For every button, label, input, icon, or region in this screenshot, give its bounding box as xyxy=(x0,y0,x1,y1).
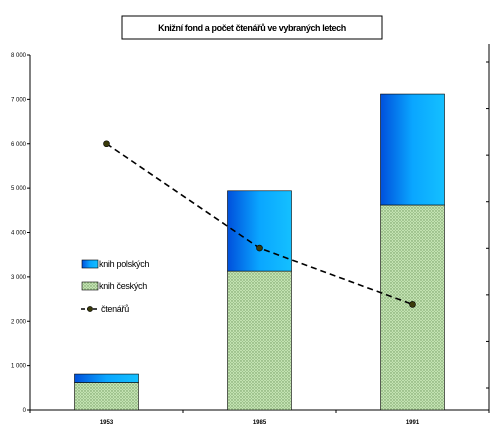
legend: knih polských knih českých čtenářů xyxy=(81,259,150,314)
x-tick-label: 1985 xyxy=(253,420,267,426)
legend-label-polish: knih polských xyxy=(99,259,149,269)
y-axis: 0 1 000 2 000 3 000 4 000 5 000 6 000 7 000 8 00… xyxy=(11,53,31,414)
x-axis: 1953 1985 1991 xyxy=(29,409,490,426)
y-tick-label: 6 000 xyxy=(11,142,27,148)
bars xyxy=(74,93,445,411)
legend-swatch-czech xyxy=(81,281,99,291)
legend-swatch-polish xyxy=(81,259,99,269)
chart-title-box xyxy=(121,15,383,40)
y-tick-label: 1 000 xyxy=(11,364,27,370)
readers-point xyxy=(409,301,416,308)
legend-item-readers: čtenářů xyxy=(81,304,130,314)
readers-point xyxy=(256,244,263,252)
reader-series xyxy=(103,140,416,308)
x-tick-label: 1991 xyxy=(406,420,420,426)
readers-point xyxy=(103,140,110,148)
legend-item-czech: knih českých xyxy=(81,281,148,291)
bar-polish-books xyxy=(380,93,445,206)
right-axis xyxy=(486,44,490,410)
chart-title: Knižní fond a počet čtenářů ve vybraných… xyxy=(158,23,346,33)
y-tick-label: 7 000 xyxy=(11,97,27,103)
y-tick-label: 5 000 xyxy=(11,186,27,192)
y-tick-label: 3 000 xyxy=(11,275,27,281)
bar-czech-books xyxy=(227,270,292,411)
legend-label-readers: čtenářů xyxy=(101,304,129,314)
y-tick-label: 2 000 xyxy=(11,319,27,325)
legend-item-polish: knih polských xyxy=(81,259,150,269)
y-tick-label: 4 000 xyxy=(11,231,27,237)
legend-marker-readers xyxy=(87,306,93,312)
bar-polish-books xyxy=(227,190,292,272)
x-tick-label: 1953 xyxy=(100,420,114,426)
bar-polish-books xyxy=(74,373,139,383)
legend-label-czech: knih českých xyxy=(99,281,147,291)
y-tick-label: 8 000 xyxy=(11,53,27,59)
y-tick-label: 0 xyxy=(23,408,27,414)
chart-title-group: Knižní fond a počet čtenářů ve vybraných… xyxy=(121,15,383,40)
bar-czech-books xyxy=(74,382,139,411)
